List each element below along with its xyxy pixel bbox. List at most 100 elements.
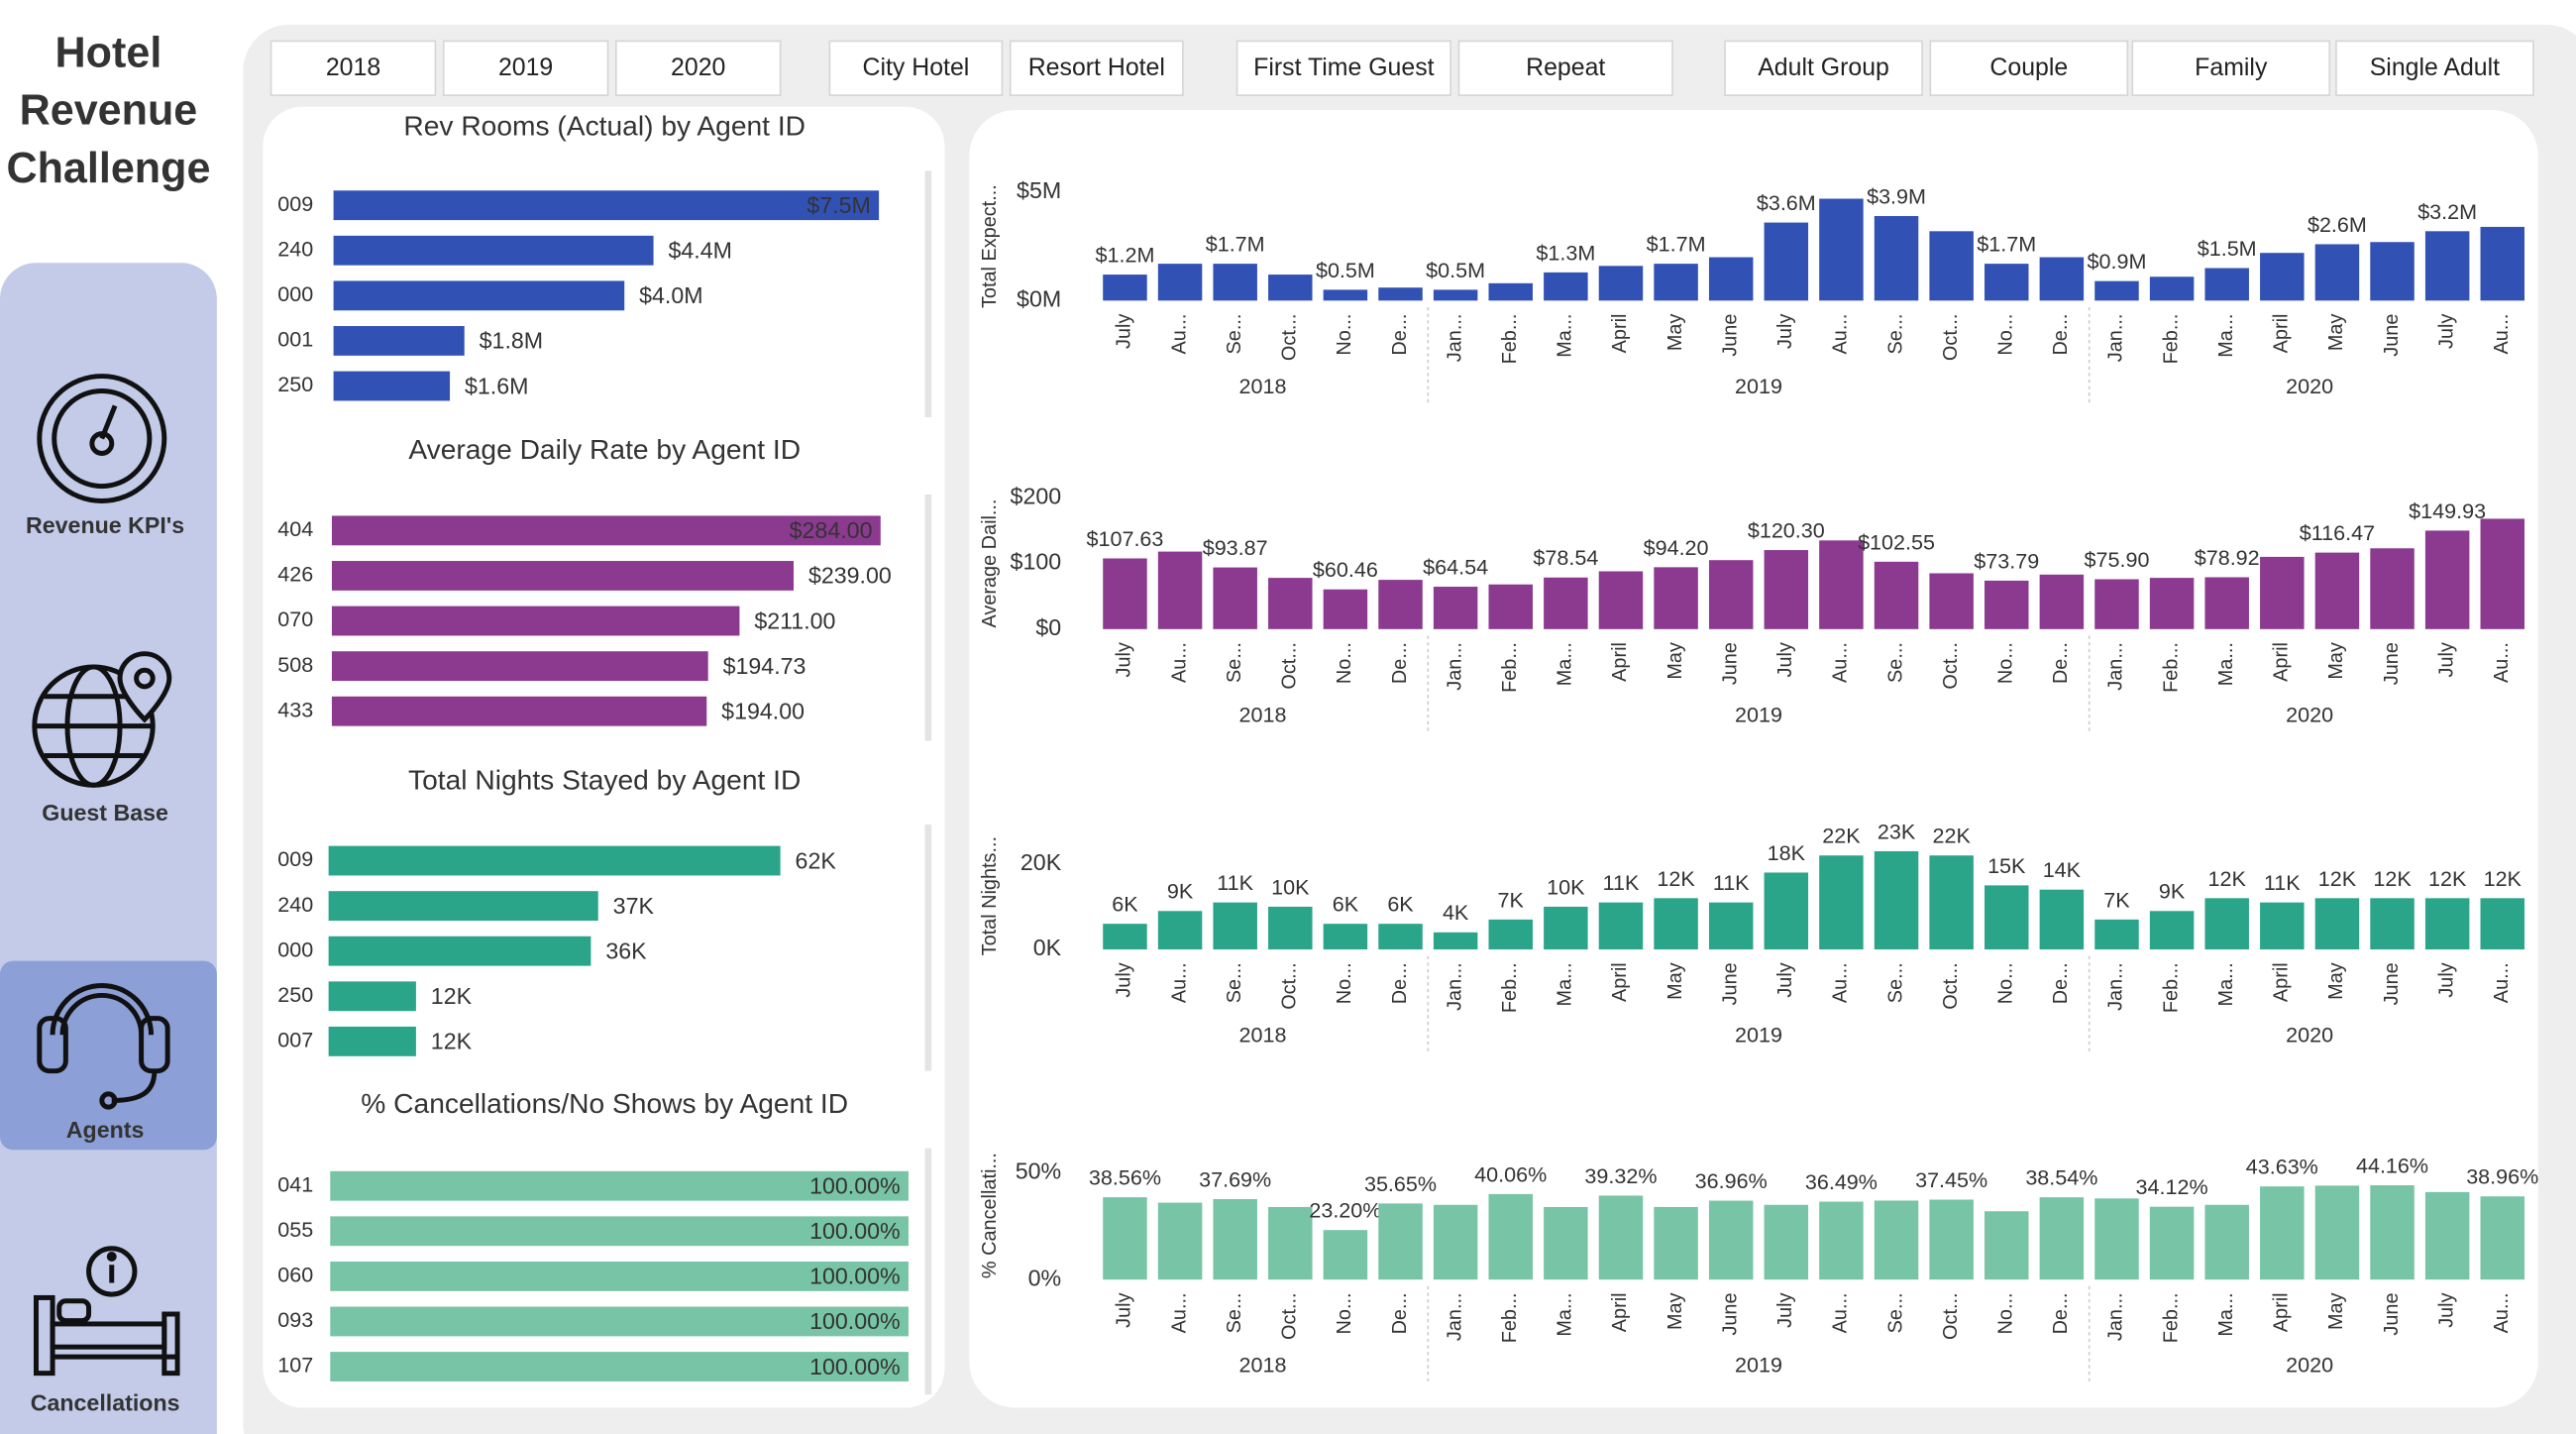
bar: [2424, 1191, 2470, 1280]
x-tick-label: May: [2325, 1292, 2347, 1330]
x-tick-label: De...: [1389, 1292, 1411, 1334]
x-tick-label: Jan...: [1444, 962, 1465, 1011]
bar: [2149, 1206, 2195, 1280]
app-title: Challenge: [6, 145, 210, 192]
value-label: 18K: [1768, 840, 1806, 865]
bar: [2204, 898, 2249, 950]
value-label: $1.2M: [1096, 243, 1155, 268]
filter-button[interactable]: [1009, 40, 1184, 96]
x-tick-label: July: [1114, 962, 1135, 997]
x-tick-label: Oct...: [1279, 642, 1301, 689]
value-label: 100.00%: [809, 1308, 901, 1334]
bar: [333, 280, 625, 311]
value-label: $4.4M: [668, 238, 731, 264]
bar: [1103, 275, 1147, 301]
filter-button[interactable]: [2131, 40, 2331, 96]
category-label: 250: [277, 982, 313, 1007]
x-tick-label: De...: [2050, 314, 2072, 356]
filter-label[interactable]: Repeat: [1526, 54, 1605, 81]
value-label: $211.00: [754, 607, 835, 633]
value-label: 36.49%: [1805, 1169, 1878, 1194]
bar: [2480, 898, 2525, 950]
bar: [1103, 558, 1147, 629]
x-tick-label: July: [1774, 962, 1796, 997]
filter-button[interactable]: [442, 40, 609, 96]
filter-button[interactable]: [1235, 40, 1451, 96]
bar: [1323, 924, 1368, 950]
bar: [2149, 276, 2195, 301]
filter-label[interactable]: 2019: [498, 54, 553, 81]
x-tick-label: Se...: [1884, 314, 1906, 355]
value-label: 6K: [1333, 892, 1359, 917]
bar: [1433, 289, 1478, 301]
scrollbar: [924, 825, 932, 1071]
filter-label[interactable]: 2020: [671, 54, 725, 81]
filter-button[interactable]: [614, 40, 782, 96]
bar: [2039, 574, 2085, 629]
value-label: $1.7M: [1647, 232, 1706, 257]
bar: [2094, 280, 2139, 301]
filter-label[interactable]: Adult Group: [1758, 54, 1889, 81]
nav-item[interactable]: Cancellations: [31, 1389, 180, 1415]
bar: [328, 936, 591, 966]
bar: [2480, 518, 2525, 629]
filter-button[interactable]: [1724, 40, 1923, 96]
filter-label[interactable]: First Time Guest: [1253, 54, 1434, 81]
nav-item[interactable]: Revenue KPI's: [26, 512, 184, 538]
x-group-label: 2020: [2286, 1023, 2333, 1048]
bar: [1157, 1202, 1203, 1280]
bar: [1929, 573, 1974, 629]
filter-button[interactable]: [1457, 40, 1673, 96]
filter-button[interactable]: [269, 40, 437, 96]
filter-label[interactable]: Family: [2195, 54, 2268, 81]
category-label: 009: [277, 191, 313, 216]
value-label: $194.73: [723, 653, 806, 679]
y-tick-label: $100: [1011, 549, 1062, 575]
value-label: $120.30: [1748, 518, 1825, 543]
bar: [1157, 551, 1203, 629]
x-tick-label: Au...: [1168, 1292, 1190, 1333]
x-tick-label: Feb...: [1499, 314, 1521, 365]
filter-button[interactable]: [828, 40, 1004, 96]
x-tick-label: Au...: [1830, 1292, 1852, 1333]
nav-item[interactable]: Agents: [66, 1117, 145, 1143]
bar: [1268, 578, 1313, 629]
bar: [328, 891, 598, 922]
bar: [1874, 850, 1919, 950]
filter-label[interactable]: Resort Hotel: [1028, 54, 1165, 81]
bar: [331, 696, 707, 726]
x-tick-label: De...: [2050, 642, 2072, 684]
x-group-label: 2019: [1735, 374, 1782, 398]
filter-label[interactable]: Single Adult: [2370, 54, 2500, 81]
x-tick-label: Au...: [2491, 1292, 2513, 1333]
category-label: 240: [277, 892, 313, 917]
filter-label[interactable]: 2018: [326, 54, 380, 81]
bar: [1103, 1197, 1147, 1280]
x-group-label: 2018: [1239, 1023, 1287, 1048]
value-label: 38.96%: [2466, 1164, 2538, 1189]
filter-label[interactable]: City Hotel: [863, 54, 970, 81]
filter-button[interactable]: [2335, 40, 2534, 96]
x-tick-label: April: [1609, 962, 1631, 1002]
value-label: 36K: [605, 938, 647, 963]
scrollbar: [924, 1148, 932, 1395]
x-tick-label: Feb...: [2160, 642, 2182, 693]
nav-item[interactable]: Guest Base: [42, 800, 168, 826]
value-label: $64.54: [1423, 554, 1488, 579]
x-tick-label: April: [2271, 314, 2293, 354]
x-tick-label: Ma...: [1555, 642, 1576, 686]
bar: [2260, 902, 2305, 950]
value-label: 6K: [1112, 892, 1138, 917]
value-label: 38.54%: [2025, 1165, 2097, 1190]
bar: [2039, 1197, 2085, 1280]
bar: [2314, 244, 2360, 301]
x-tick-label: Ma...: [1555, 1292, 1576, 1336]
category-label: 240: [277, 236, 313, 261]
bar: [328, 1026, 416, 1056]
value-label: $116.47: [2300, 520, 2375, 545]
bar: [1488, 919, 1533, 950]
filter-label[interactable]: Couple: [1989, 54, 2068, 81]
filter-button[interactable]: [1929, 40, 2129, 96]
x-tick-label: Feb...: [1499, 962, 1521, 1013]
